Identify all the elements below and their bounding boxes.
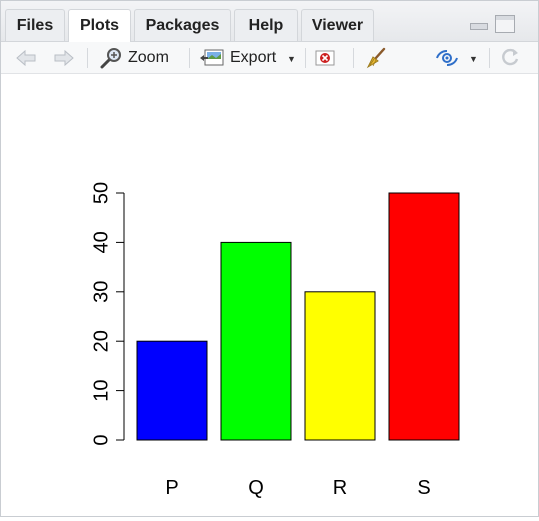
export-dropdown-icon[interactable]: ▼ [287,54,296,64]
toolbar-separator [489,48,490,68]
plots-toolbar: Zoom Export ▼ [1,42,538,74]
publish-icon [436,50,458,66]
y-tick-label: 30 [90,281,112,303]
refresh-button[interactable] [499,47,521,69]
bar-s [388,192,460,441]
tab-help[interactable]: Help [234,9,298,41]
minimize-pane-icon[interactable] [469,15,488,31]
forward-button[interactable] [53,47,75,69]
maximize-pane-icon[interactable] [495,15,515,33]
tab-strip: Files Plots Packages Help Viewer [1,1,538,42]
toolbar-separator [189,48,190,68]
toolbar-separator [87,48,88,68]
bar-p [136,340,208,441]
x-tick-label: Q [248,477,264,499]
refresh-icon [502,48,519,66]
y-tick-label: 20 [90,330,112,352]
remove-plot-button[interactable] [315,47,335,69]
tab-files[interactable]: Files [5,9,65,41]
x-tick-label: S [417,477,430,499]
y-tick-label: 40 [90,231,112,253]
zoom-button[interactable]: Zoom [99,47,169,69]
broom-icon [366,47,386,69]
publish-dropdown-icon[interactable]: ▼ [469,54,478,64]
x-tick-label: P [165,477,178,499]
y-tick-label: 0 [90,434,112,445]
clear-all-plots-button[interactable] [365,47,387,69]
tab-plots[interactable]: Plots [68,9,131,42]
back-button[interactable] [15,47,37,69]
back-arrow-icon [16,49,36,67]
y-tick-label: 50 [90,182,112,204]
x-tick-label: R [333,477,347,499]
export-image-icon [200,49,224,66]
plot-viewer: 0 10 20 30 40 50 P Q R S [1,74,538,516]
remove-plot-icon [315,50,335,66]
tab-packages[interactable]: Packages [134,9,231,41]
bar-r [304,291,376,441]
y-tick-label: 10 [90,379,112,401]
bar-chart: 0 10 20 30 40 50 P Q R S [90,182,460,499]
toolbar-separator [305,48,306,68]
bar-q [220,241,292,441]
forward-arrow-icon [54,49,74,67]
zoom-label: Zoom [128,49,169,66]
publish-button[interactable] [434,47,460,69]
tab-viewer[interactable]: Viewer [301,9,374,41]
export-button[interactable]: Export [199,47,276,69]
toolbar-separator [353,48,354,68]
export-label: Export [230,49,277,66]
magnifier-icon [100,48,121,69]
